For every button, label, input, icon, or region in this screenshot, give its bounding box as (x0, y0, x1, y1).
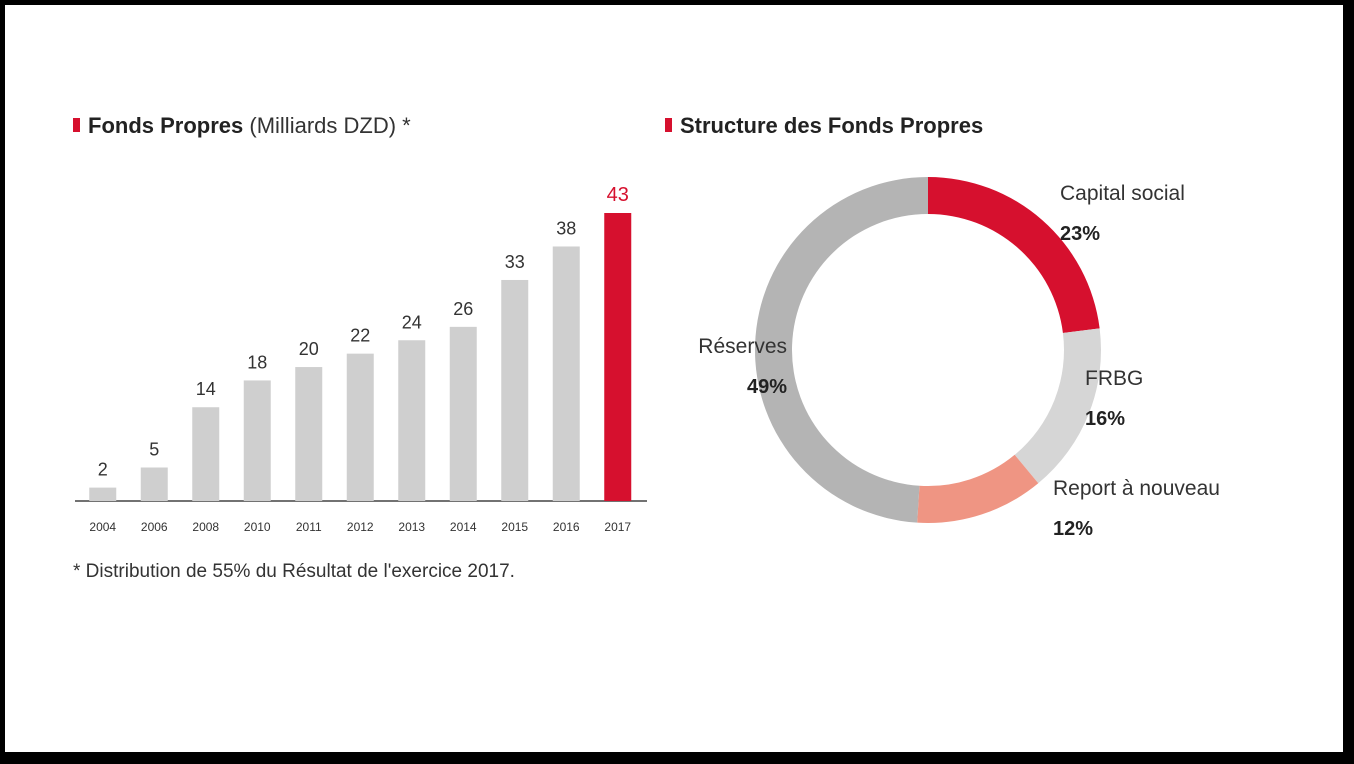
bar-chart: 2 2004 5 2006 14 2008 18 2010 20 2011 22 2012 24 2013… (75, 184, 647, 534)
slice-label-report-nouveau: Report à nouveau (1053, 477, 1220, 500)
donut-slice-r-serves (755, 177, 928, 523)
bar-2008 (192, 407, 220, 501)
slice-label-capital-social: Capital social (1060, 182, 1185, 205)
slice-percent-capital-social: 23% (1060, 223, 1100, 245)
bar-2017 (604, 213, 632, 501)
bar-2015 (501, 279, 529, 501)
donut-chart-title-bold: Structure des Fonds Propres (680, 113, 984, 138)
x-tick-label-2010: 2010 (244, 520, 271, 534)
bar-2010 (243, 380, 271, 501)
slice-percent-report-nouveau: 12% (1053, 518, 1093, 540)
donut-chart: Capital social 23% FRBG 16% Report à nouveau… (698, 177, 1220, 540)
value-label-2004: 2 (98, 460, 108, 480)
value-label-2014: 26 (453, 299, 473, 319)
value-label-2006: 5 (149, 440, 159, 460)
value-label-2017: 43 (607, 184, 629, 206)
donut-slice-frbg (1014, 328, 1101, 484)
donut-slice-report-nouveau (917, 454, 1039, 523)
value-label-2008: 14 (196, 379, 216, 399)
bar-chart-footnote: * Distribution de 55% du Résultat de l'e… (73, 561, 515, 582)
bar-2014 (449, 326, 477, 501)
bar-2016 (552, 246, 580, 501)
value-label-2011: 20 (299, 339, 319, 359)
x-tick-label-2015: 2015 (501, 520, 528, 534)
value-label-2010: 18 (247, 352, 267, 372)
x-tick-label-2014: 2014 (450, 520, 477, 534)
value-label-2015: 33 (505, 252, 525, 272)
x-tick-label-2013: 2013 (398, 520, 425, 534)
bar-chart-title: Fonds Propres (Milliards DZD) * (73, 113, 411, 139)
bar-2004 (89, 487, 117, 501)
slice-percent-r-serves: 49% (747, 376, 787, 398)
bar-2006 (140, 467, 168, 501)
x-tick-label-2011: 2011 (296, 520, 322, 534)
x-tick-label-2006: 2006 (141, 520, 168, 534)
bar-chart-title-unit: (Milliards DZD) * (249, 113, 411, 138)
value-label-2013: 24 (402, 312, 422, 332)
figure-frame: Fonds Propres (Milliards DZD) * 2 2004 5 20… (5, 5, 1343, 752)
bar-2013 (398, 340, 426, 501)
value-label-2012: 22 (350, 326, 370, 346)
slice-label-r-serves: Réserves (698, 335, 787, 358)
title-marker-icon (665, 118, 672, 132)
x-tick-label-2017: 2017 (604, 520, 631, 534)
x-tick-label-2008: 2008 (192, 520, 219, 534)
x-tick-label-2012: 2012 (347, 520, 374, 534)
value-label-2016: 38 (556, 218, 576, 238)
slice-label-frbg: FRBG (1085, 367, 1143, 390)
title-marker-icon (73, 118, 80, 132)
x-tick-label-2004: 2004 (89, 520, 116, 534)
x-tick-label-2016: 2016 (553, 520, 580, 534)
slice-percent-frbg: 16% (1085, 408, 1125, 430)
bar-2012 (346, 353, 374, 501)
bar-chart-title-bold: Fonds Propres (88, 113, 244, 138)
donut-slice-capital-social (928, 177, 1100, 333)
donut-chart-title: Structure des Fonds Propres (665, 113, 983, 139)
bar-2011 (295, 367, 323, 501)
